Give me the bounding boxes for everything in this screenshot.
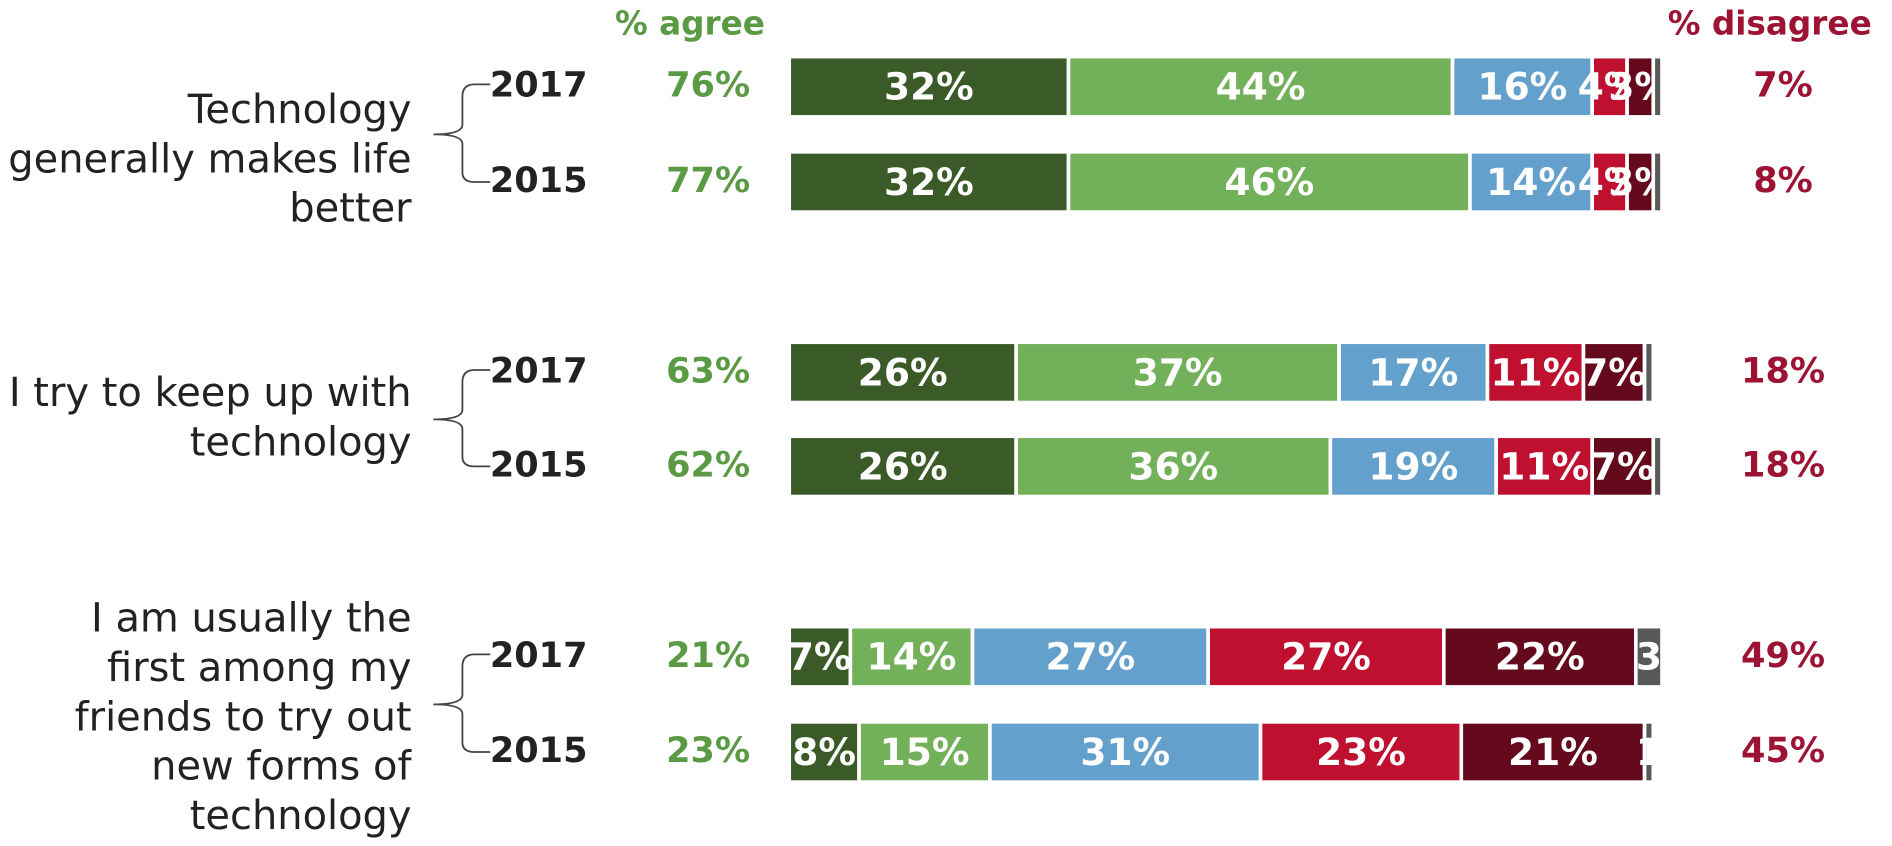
segment-label: 26% <box>858 444 948 488</box>
bar-segment <box>787 434 1018 499</box>
disagree-total: 7% <box>1753 65 1813 106</box>
disagree-total: 18% <box>1741 444 1825 485</box>
bar-segment <box>1450 54 1595 119</box>
bar-segment <box>1625 150 1656 214</box>
segment-label: 14% <box>1486 160 1576 204</box>
segment-label: 7% <box>788 635 852 679</box>
segment-label: 14% <box>867 635 957 679</box>
segment-label: 17% <box>1368 350 1458 394</box>
agree-total: 62% <box>666 444 750 485</box>
group-bracket <box>433 653 491 753</box>
group-label: I try to keep up with technology <box>8 368 412 466</box>
group-label-box: I try to keep up with technology <box>8 368 412 466</box>
disagree-total: 8% <box>1753 160 1813 201</box>
segment-label: 26% <box>858 350 948 394</box>
bar-segment <box>1642 340 1656 405</box>
bar-segment <box>1206 624 1446 689</box>
group-label: Technology generally makes life better <box>8 85 412 232</box>
bar-segment <box>1642 720 1656 784</box>
segment-label: 36% <box>1128 444 1218 488</box>
segment-label: 11% <box>1491 350 1581 394</box>
bar-segment <box>1625 54 1656 119</box>
agree-total: 77% <box>666 160 750 201</box>
segment-label: 22% <box>1495 635 1585 679</box>
disagree-total: 18% <box>1741 350 1825 391</box>
segment-label: 7% <box>1591 444 1655 488</box>
segment-label: 32% <box>884 65 974 109</box>
bar-segment <box>1459 720 1647 784</box>
segment-label: 37% <box>1133 350 1223 394</box>
segment-label: 3 <box>1636 635 1662 679</box>
bar-segment <box>1634 624 1664 689</box>
agree-total: 63% <box>666 350 750 391</box>
group-label: I am usually the first among my friends … <box>74 594 412 839</box>
agree-total: 23% <box>666 730 750 771</box>
year-label: 2015 <box>490 730 588 771</box>
bar-segment <box>787 150 1071 214</box>
segment-label: 27% <box>1045 635 1135 679</box>
bar-segment <box>1066 150 1472 214</box>
segment-label: 11% <box>1499 444 1589 488</box>
segment-label: 32% <box>884 160 974 204</box>
bar-segment <box>1581 340 1647 405</box>
bar-segment <box>1337 340 1490 405</box>
segment-label: 16% <box>1477 65 1567 109</box>
disagree-total: 45% <box>1741 730 1825 771</box>
bar-segment <box>1651 150 1664 214</box>
group-label-box: I am usually the first among my friends … <box>74 594 412 839</box>
bar-segment <box>787 54 1071 119</box>
segment-label: 27% <box>1281 635 1371 679</box>
bar-segment <box>1590 150 1629 214</box>
segment-label: 46% <box>1224 160 1314 204</box>
segment-label: 1 <box>1636 730 1662 774</box>
bar-segment <box>1258 720 1464 784</box>
agree-header: % agree <box>615 4 765 42</box>
segment-label: 19% <box>1368 444 1458 488</box>
bar-segment <box>1651 434 1664 499</box>
bar-segment <box>1485 340 1586 405</box>
group-bracket <box>433 83 491 183</box>
disagree-header: % disagree <box>1668 4 1872 42</box>
bar-segment <box>1014 434 1333 499</box>
bar-segment <box>1651 54 1664 119</box>
year-label: 2015 <box>490 444 588 485</box>
segment-label: 15% <box>880 730 970 774</box>
agree-total: 76% <box>666 65 750 106</box>
year-label: 2017 <box>490 350 588 391</box>
year-label: 2017 <box>490 65 588 106</box>
group-bracket <box>433 369 491 468</box>
segment-label: 7% <box>1582 350 1646 394</box>
segment-label: 8% <box>792 730 856 774</box>
bar-segment <box>1066 54 1455 119</box>
bar-segment <box>1468 150 1595 214</box>
segment-label: 23% <box>1316 730 1406 774</box>
disagree-total: 49% <box>1741 635 1825 676</box>
segment-label: 21% <box>1508 730 1598 774</box>
year-label: 2017 <box>490 635 588 676</box>
segment-label: 31% <box>1080 730 1170 774</box>
year-label: 2015 <box>490 160 588 201</box>
bar-segment <box>1328 434 1498 499</box>
bar-segment <box>988 720 1263 784</box>
segment-label: 44% <box>1216 65 1306 109</box>
bar-segment <box>787 340 1018 405</box>
group-label-box: Technology generally makes life better <box>8 85 412 232</box>
agree-total: 21% <box>666 635 750 676</box>
